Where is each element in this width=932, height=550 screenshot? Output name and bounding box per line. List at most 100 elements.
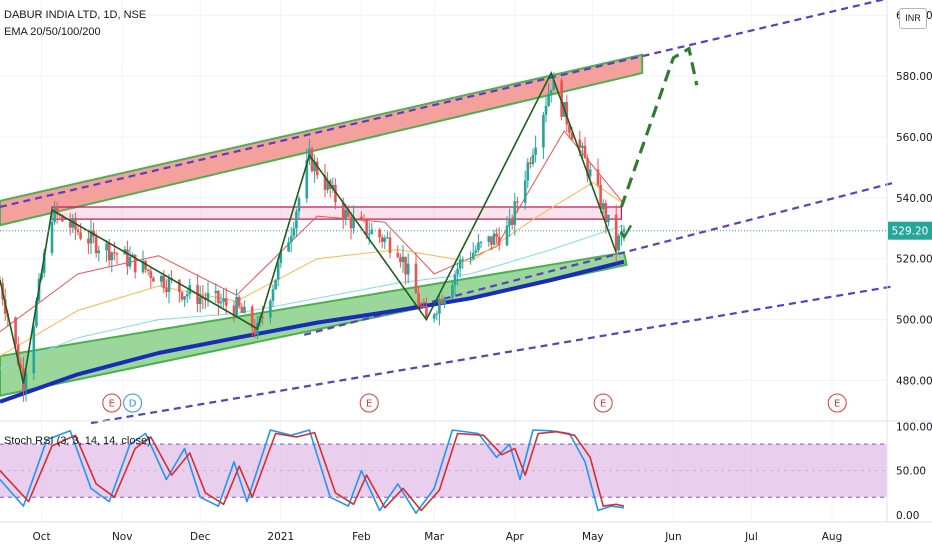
candle bbox=[110, 251, 114, 273]
candle-body bbox=[344, 209, 348, 220]
candle-body bbox=[510, 218, 514, 225]
projection-line bbox=[619, 46, 699, 208]
candle bbox=[487, 235, 491, 247]
candle-body bbox=[167, 277, 171, 292]
candle-body bbox=[243, 306, 246, 313]
candle-body bbox=[79, 232, 82, 239]
candle-body bbox=[435, 313, 439, 315]
candle-body bbox=[315, 161, 319, 176]
stoch-rsi-legend: Stoch RSI (3, 3, 14, 14, close) bbox=[4, 435, 151, 447]
candle-body bbox=[14, 317, 17, 345]
last-price-label: 529.20 bbox=[892, 226, 929, 238]
rsi-k-line bbox=[0, 429, 625, 514]
candle bbox=[144, 260, 147, 273]
candle bbox=[432, 312, 436, 323]
candle bbox=[222, 288, 225, 308]
candle bbox=[32, 321, 36, 380]
candle bbox=[315, 157, 319, 180]
candle-body bbox=[261, 316, 264, 318]
channel-line-lower bbox=[90, 285, 895, 425]
candle-body bbox=[396, 252, 400, 258]
zigzag-line bbox=[0, 70, 617, 384]
candle-body bbox=[35, 300, 38, 327]
candle bbox=[529, 156, 532, 169]
candle-body bbox=[477, 242, 480, 251]
candle-body bbox=[235, 296, 238, 317]
candle-body bbox=[206, 292, 210, 301]
candle-body bbox=[224, 298, 228, 306]
rsi-d-line bbox=[0, 430, 625, 512]
candle-body bbox=[578, 139, 582, 148]
candle bbox=[471, 242, 475, 261]
event-marker-label: D bbox=[129, 399, 137, 410]
candle-body bbox=[24, 373, 28, 391]
candle bbox=[24, 367, 28, 402]
candle bbox=[50, 210, 54, 256]
candle-body bbox=[274, 279, 277, 290]
candle-body bbox=[349, 216, 353, 229]
candle-body bbox=[297, 198, 301, 212]
candle-body bbox=[417, 293, 420, 306]
candle bbox=[328, 178, 332, 198]
candle-body bbox=[16, 344, 20, 365]
time-tick-label: Oct bbox=[33, 531, 51, 543]
ema-100-line bbox=[0, 224, 625, 369]
candle-body bbox=[469, 258, 472, 260]
candle bbox=[250, 304, 254, 337]
candle-body bbox=[32, 326, 36, 374]
candle bbox=[417, 285, 420, 307]
candle-body bbox=[276, 262, 280, 280]
event-marker-3: E bbox=[593, 393, 613, 413]
candle-body bbox=[425, 306, 428, 319]
currency-button[interactable]: INR bbox=[899, 8, 927, 29]
ema-200-line bbox=[0, 259, 625, 404]
projection-arrow bbox=[619, 46, 699, 240]
candle-body bbox=[232, 305, 236, 317]
candle-body bbox=[404, 256, 407, 275]
candle-body bbox=[128, 256, 132, 267]
candle-body bbox=[146, 269, 150, 272]
candle bbox=[599, 176, 602, 213]
candle-body bbox=[487, 236, 491, 243]
candle-body bbox=[601, 203, 605, 210]
candle-body bbox=[581, 145, 584, 148]
candle-body bbox=[505, 225, 509, 246]
candle bbox=[14, 316, 17, 351]
candle-body bbox=[570, 132, 574, 140]
time-tick-label: Dec bbox=[190, 531, 211, 543]
candle-body bbox=[560, 80, 563, 117]
price-tick-label: 520.00 bbox=[896, 254, 932, 266]
candle bbox=[313, 154, 316, 183]
candle-body bbox=[360, 216, 363, 219]
candle-body bbox=[279, 251, 283, 263]
symbol-title: DABUR INDIA LTD, 1D, NSE bbox=[4, 9, 147, 21]
candle-body bbox=[443, 298, 446, 304]
candle-body bbox=[516, 201, 519, 203]
candle bbox=[542, 112, 545, 160]
candle-body bbox=[565, 101, 569, 125]
candle-body bbox=[313, 161, 316, 172]
candle bbox=[614, 204, 618, 263]
candle-body bbox=[219, 301, 223, 304]
candle-body bbox=[406, 263, 410, 275]
candle-body bbox=[42, 252, 46, 273]
candle bbox=[549, 89, 553, 103]
candle bbox=[479, 240, 483, 249]
candle-body bbox=[334, 184, 337, 203]
earnings-icon bbox=[827, 393, 847, 413]
candle bbox=[128, 246, 132, 270]
candle-body bbox=[162, 275, 166, 289]
candle bbox=[477, 234, 480, 253]
candle bbox=[240, 302, 244, 314]
event-marker-4: E bbox=[827, 393, 847, 413]
candle bbox=[604, 199, 608, 234]
candle bbox=[237, 294, 241, 310]
candle-body bbox=[614, 214, 618, 251]
candle-body bbox=[141, 260, 145, 273]
candle bbox=[326, 171, 329, 194]
rsi-tick-label: 0.00 bbox=[896, 510, 919, 522]
candle-body bbox=[586, 158, 589, 177]
event-marker-1: D bbox=[123, 393, 143, 413]
candle-body bbox=[198, 296, 202, 305]
